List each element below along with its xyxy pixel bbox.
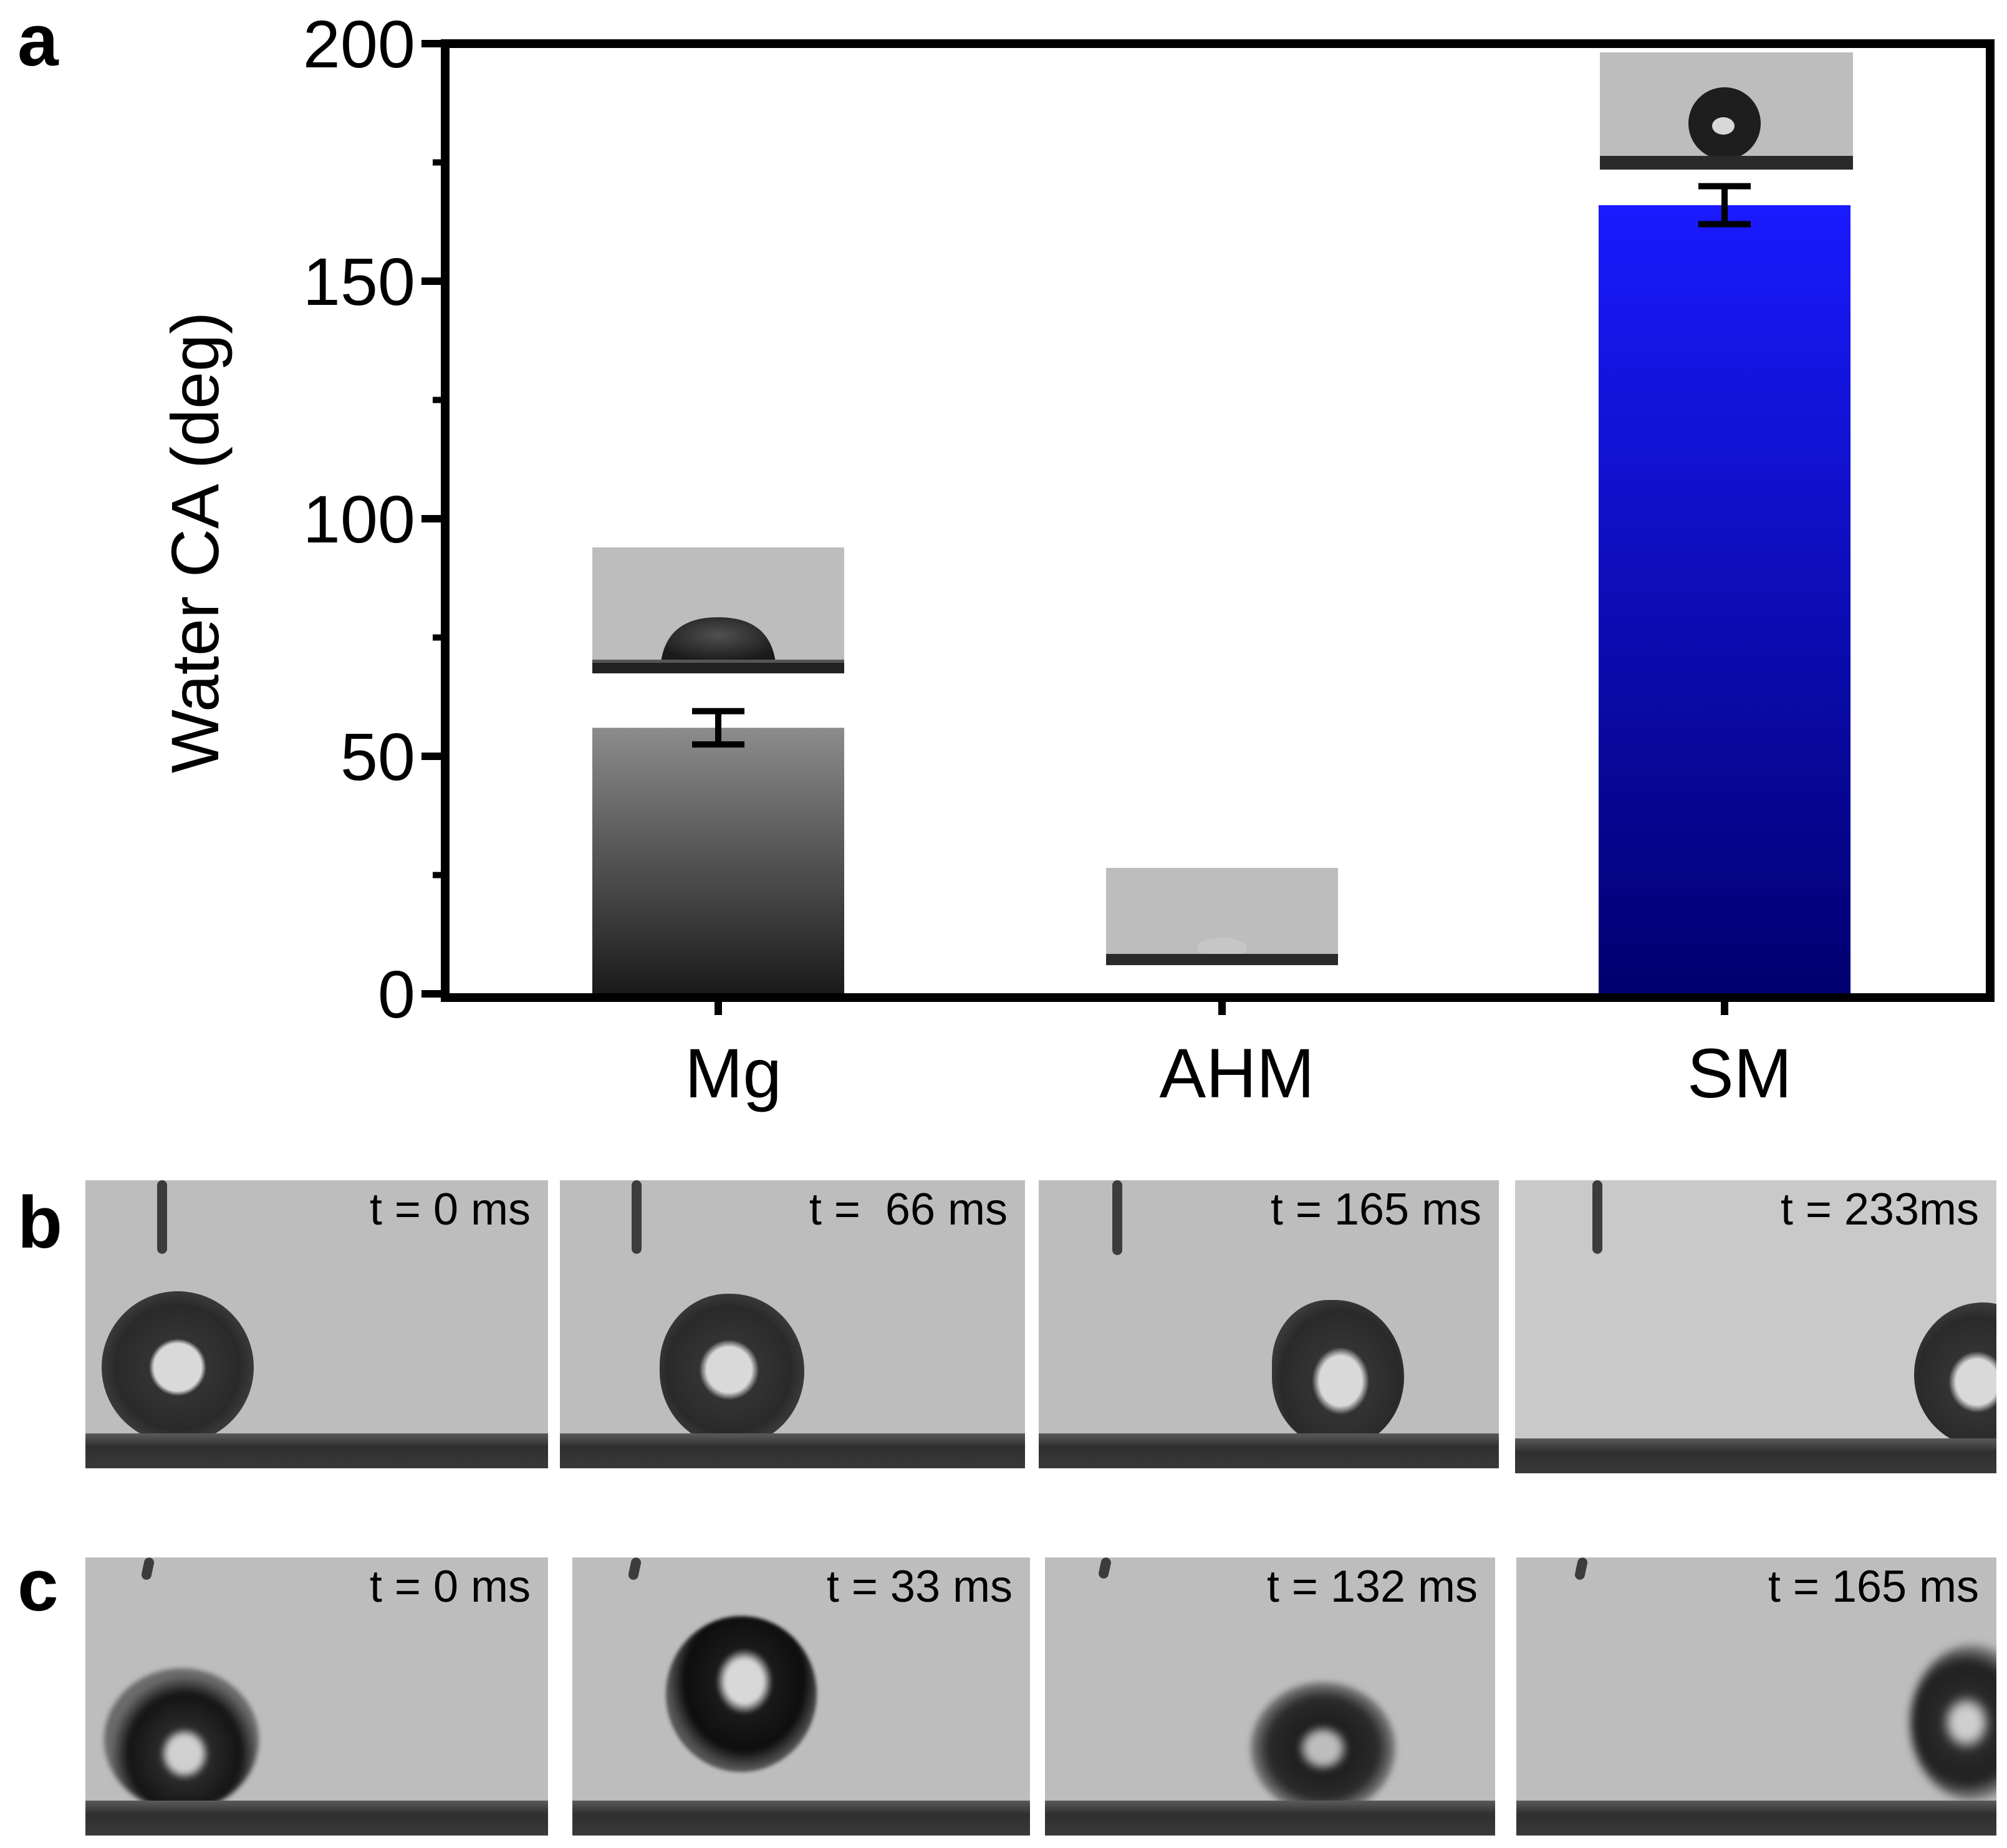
substrate [572,1801,1030,1836]
contact-angle-bar-chart: 0 50 100 150 200 Mg AHM SM Water CA (deg) [157,6,1995,1112]
inset-mg-droplet [592,547,844,673]
needle [1112,1180,1122,1255]
x-tick-label-ahm: AHM [1160,1034,1315,1112]
substrate [1516,1801,1996,1836]
needle [140,1557,155,1581]
water-droplet [660,1294,804,1446]
water-droplet [104,1668,259,1811]
substrate [560,1433,1025,1468]
frame-c-3: t = 132 ms [1045,1557,1495,1836]
inset-sm-droplet [1600,52,1853,170]
y-tick-label: 200 [303,6,415,82]
y-tick-label: 150 [303,244,415,319]
needle [632,1180,642,1254]
x-tick-label-mg: Mg [685,1034,782,1112]
y-axis-label: Water CA (deg) [157,312,233,773]
y-tick-label: 0 [378,956,415,1032]
inset-ahm-droplet [1106,868,1338,965]
timestamp: t = 33 ms [826,1562,1013,1612]
frame-c-4: t = 165 ms [1516,1557,1996,1836]
water-droplet [1251,1682,1395,1814]
substrate [1045,1801,1495,1836]
water-droplet [1910,1645,1996,1801]
needle [1097,1557,1112,1580]
frame-b-4: t = 233ms [1515,1180,1996,1473]
y-tick-label: 50 [340,719,415,794]
timestamp: t = 0 ms [369,1185,531,1234]
panel-b-label: b [17,1181,63,1264]
frame-c-1: t = 0 ms [85,1557,548,1836]
frame-b-1: t = 0 ms [85,1180,548,1468]
needle [1592,1180,1602,1254]
needle [627,1557,642,1581]
error-bar-sm [1698,183,1751,228]
bar-mg [592,728,844,994]
frame-b-2: t = 66 ms [560,1180,1025,1468]
needle [157,1180,167,1254]
water-droplet [1914,1302,1996,1447]
timestamp: t = 165 ms [1270,1185,1481,1234]
substrate [85,1801,548,1836]
timestamp: t = 165 ms [1768,1562,1979,1612]
water-droplet [1272,1300,1404,1447]
substrate [1515,1438,1996,1473]
timestamp: t = 0 ms [369,1562,531,1612]
water-droplet [666,1616,817,1772]
timestamp: t = 233ms [1780,1185,1979,1234]
substrate [1039,1433,1499,1468]
y-tick-label: 100 [303,481,415,557]
frame-b-3: t = 165 ms [1039,1180,1499,1468]
timestamp: t = 132 ms [1266,1562,1478,1612]
x-tick-label-sm: SM [1687,1034,1792,1112]
substrate [85,1433,548,1468]
water-droplet [102,1291,254,1443]
bar-sm [1599,205,1851,994]
error-bar-mg [692,708,744,748]
timestamp: t = 66 ms [809,1185,1008,1234]
needle [1574,1557,1589,1581]
panel-c-label: c [17,1544,59,1627]
frame-c-2: t = 33 ms [572,1557,1030,1836]
panel-a-label: a [17,0,59,82]
